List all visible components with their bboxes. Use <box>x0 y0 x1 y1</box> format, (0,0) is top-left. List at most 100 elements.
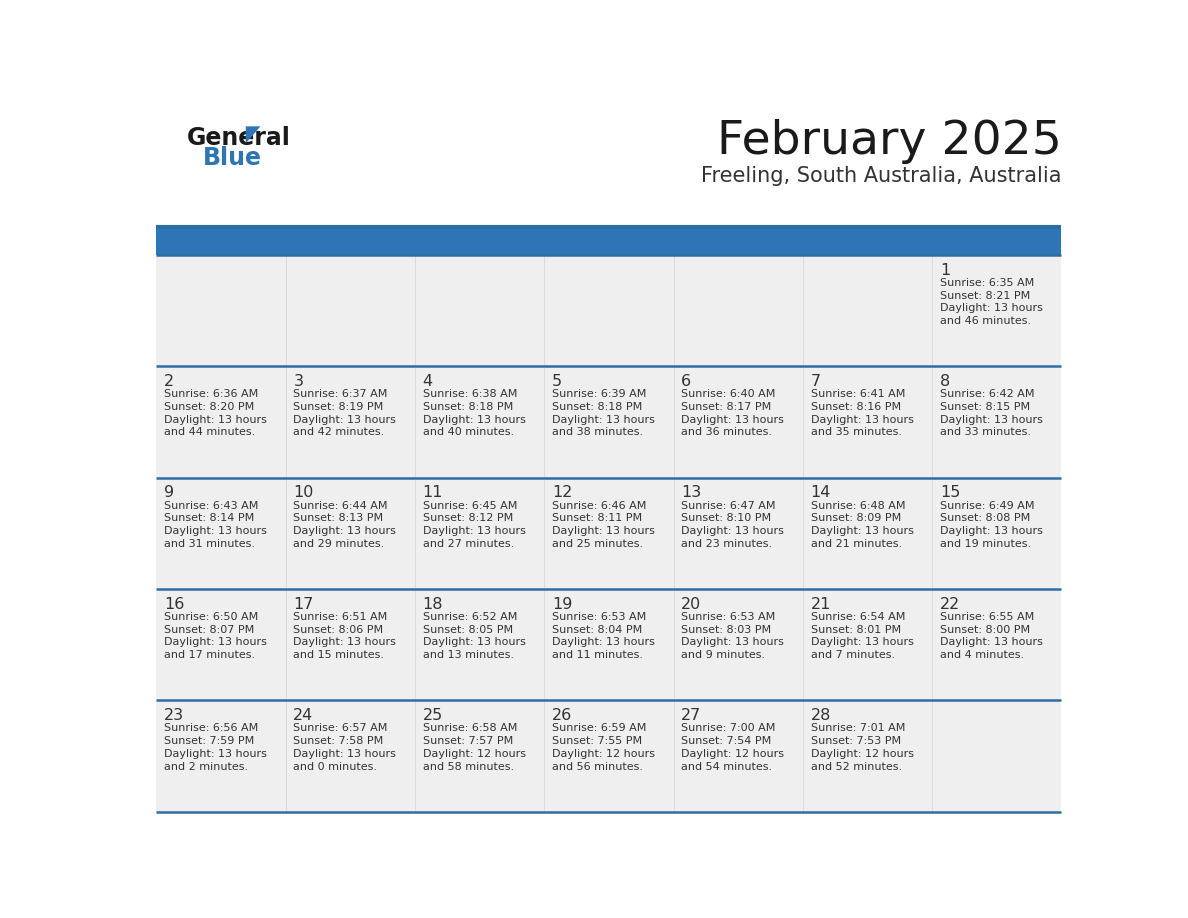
Text: 4: 4 <box>423 374 432 389</box>
Text: and 44 minutes.: and 44 minutes. <box>164 428 255 438</box>
Text: Sunset: 8:13 PM: Sunset: 8:13 PM <box>293 513 384 523</box>
Text: Sunrise: 6:40 AM: Sunrise: 6:40 AM <box>681 389 776 399</box>
Text: Sunset: 8:09 PM: Sunset: 8:09 PM <box>810 513 901 523</box>
Text: Daylight: 13 hours: Daylight: 13 hours <box>681 415 784 425</box>
Text: 23: 23 <box>164 708 184 723</box>
Text: Sunrise: 6:42 AM: Sunrise: 6:42 AM <box>940 389 1035 399</box>
Text: Daylight: 13 hours: Daylight: 13 hours <box>940 526 1043 536</box>
Text: Sunrise: 6:53 AM: Sunrise: 6:53 AM <box>552 612 646 622</box>
Text: Monday: Monday <box>295 233 362 249</box>
Text: Sunrise: 7:01 AM: Sunrise: 7:01 AM <box>810 723 905 733</box>
Text: Daylight: 13 hours: Daylight: 13 hours <box>164 526 267 536</box>
Text: 21: 21 <box>810 597 830 611</box>
Text: Sunset: 7:55 PM: Sunset: 7:55 PM <box>552 736 642 746</box>
Bar <box>157 227 1061 255</box>
Text: Daylight: 13 hours: Daylight: 13 hours <box>293 637 396 647</box>
Text: Sunset: 8:03 PM: Sunset: 8:03 PM <box>681 625 771 634</box>
Text: and 19 minutes.: and 19 minutes. <box>940 539 1031 549</box>
Text: Sunset: 7:59 PM: Sunset: 7:59 PM <box>164 736 254 746</box>
Text: 1: 1 <box>940 263 950 277</box>
Text: and 52 minutes.: and 52 minutes. <box>810 762 902 771</box>
Text: Sunset: 8:18 PM: Sunset: 8:18 PM <box>552 402 643 412</box>
Text: Daylight: 12 hours: Daylight: 12 hours <box>423 749 525 759</box>
Text: 19: 19 <box>552 597 573 611</box>
Text: Sunset: 7:54 PM: Sunset: 7:54 PM <box>681 736 771 746</box>
Text: Sunrise: 6:53 AM: Sunrise: 6:53 AM <box>681 612 776 622</box>
Text: 28: 28 <box>810 708 830 723</box>
Text: 17: 17 <box>293 597 314 611</box>
Text: and 21 minutes.: and 21 minutes. <box>810 539 902 549</box>
Text: Sunrise: 6:45 AM: Sunrise: 6:45 AM <box>423 500 517 510</box>
Text: Sunrise: 6:54 AM: Sunrise: 6:54 AM <box>810 612 905 622</box>
Text: Daylight: 13 hours: Daylight: 13 hours <box>810 637 914 647</box>
Bar <box>157 255 1061 366</box>
Text: and 2 minutes.: and 2 minutes. <box>164 762 248 771</box>
Text: Sunset: 8:00 PM: Sunset: 8:00 PM <box>940 625 1030 634</box>
Text: Daylight: 13 hours: Daylight: 13 hours <box>293 749 396 759</box>
Text: Daylight: 12 hours: Daylight: 12 hours <box>810 749 914 759</box>
Text: and 31 minutes.: and 31 minutes. <box>164 539 255 549</box>
Text: and 56 minutes.: and 56 minutes. <box>552 762 643 771</box>
Text: 2: 2 <box>164 374 175 389</box>
Text: Sunrise: 6:46 AM: Sunrise: 6:46 AM <box>552 500 646 510</box>
Text: and 35 minutes.: and 35 minutes. <box>810 428 902 438</box>
Text: 25: 25 <box>423 708 443 723</box>
Text: Freeling, South Australia, Australia: Freeling, South Australia, Australia <box>701 165 1061 185</box>
Text: Daylight: 12 hours: Daylight: 12 hours <box>552 749 655 759</box>
Text: and 36 minutes.: and 36 minutes. <box>681 428 772 438</box>
Text: Sunset: 8:20 PM: Sunset: 8:20 PM <box>164 402 254 412</box>
Text: Sunset: 7:58 PM: Sunset: 7:58 PM <box>293 736 384 746</box>
Text: and 15 minutes.: and 15 minutes. <box>293 650 384 660</box>
Text: Sunrise: 6:37 AM: Sunrise: 6:37 AM <box>293 389 387 399</box>
Text: Daylight: 13 hours: Daylight: 13 hours <box>423 526 525 536</box>
Text: Sunset: 8:14 PM: Sunset: 8:14 PM <box>164 513 254 523</box>
Text: 9: 9 <box>164 486 175 500</box>
Text: 18: 18 <box>423 597 443 611</box>
Text: Sunrise: 6:50 AM: Sunrise: 6:50 AM <box>164 612 258 622</box>
Text: 12: 12 <box>552 486 573 500</box>
Text: and 33 minutes.: and 33 minutes. <box>940 428 1031 438</box>
Text: Daylight: 13 hours: Daylight: 13 hours <box>810 526 914 536</box>
Text: 10: 10 <box>293 486 314 500</box>
Text: and 13 minutes.: and 13 minutes. <box>423 650 513 660</box>
Text: Sunrise: 6:58 AM: Sunrise: 6:58 AM <box>423 723 517 733</box>
Text: Daylight: 13 hours: Daylight: 13 hours <box>940 304 1043 313</box>
Text: Sunrise: 6:49 AM: Sunrise: 6:49 AM <box>940 500 1035 510</box>
Text: and 46 minutes.: and 46 minutes. <box>940 316 1031 326</box>
Text: Daylight: 13 hours: Daylight: 13 hours <box>293 415 396 425</box>
Text: and 29 minutes.: and 29 minutes. <box>293 539 385 549</box>
Text: Sunset: 8:08 PM: Sunset: 8:08 PM <box>940 513 1030 523</box>
Bar <box>157 700 1061 812</box>
Text: Sunrise: 6:56 AM: Sunrise: 6:56 AM <box>164 723 258 733</box>
Text: Daylight: 13 hours: Daylight: 13 hours <box>164 637 267 647</box>
Bar <box>157 366 1061 477</box>
Text: Sunset: 8:05 PM: Sunset: 8:05 PM <box>423 625 513 634</box>
Text: Daylight: 13 hours: Daylight: 13 hours <box>552 637 655 647</box>
Text: Sunset: 8:12 PM: Sunset: 8:12 PM <box>423 513 513 523</box>
Text: Sunset: 8:18 PM: Sunset: 8:18 PM <box>423 402 513 412</box>
Text: Wednesday: Wednesday <box>554 233 652 249</box>
Text: Sunset: 8:04 PM: Sunset: 8:04 PM <box>552 625 643 634</box>
Text: 20: 20 <box>681 597 701 611</box>
Bar <box>157 589 1061 700</box>
Text: Sunrise: 6:38 AM: Sunrise: 6:38 AM <box>423 389 517 399</box>
Text: Sunset: 8:21 PM: Sunset: 8:21 PM <box>940 291 1030 301</box>
Text: Daylight: 13 hours: Daylight: 13 hours <box>681 637 784 647</box>
Text: Daylight: 13 hours: Daylight: 13 hours <box>810 415 914 425</box>
Text: and 23 minutes.: and 23 minutes. <box>681 539 772 549</box>
Text: Sunrise: 6:35 AM: Sunrise: 6:35 AM <box>940 278 1034 288</box>
Text: General: General <box>188 126 291 150</box>
Text: Daylight: 13 hours: Daylight: 13 hours <box>164 415 267 425</box>
Text: Sunrise: 6:39 AM: Sunrise: 6:39 AM <box>552 389 646 399</box>
Text: Sunrise: 6:41 AM: Sunrise: 6:41 AM <box>810 389 905 399</box>
Text: Sunset: 7:53 PM: Sunset: 7:53 PM <box>810 736 901 746</box>
Text: Thursday: Thursday <box>683 233 763 249</box>
Text: Sunset: 8:16 PM: Sunset: 8:16 PM <box>810 402 901 412</box>
Polygon shape <box>246 127 260 143</box>
Text: Sunset: 8:01 PM: Sunset: 8:01 PM <box>810 625 901 634</box>
Text: 16: 16 <box>164 597 184 611</box>
Text: Daylight: 13 hours: Daylight: 13 hours <box>940 637 1043 647</box>
Text: Sunset: 8:06 PM: Sunset: 8:06 PM <box>293 625 384 634</box>
Text: and 9 minutes.: and 9 minutes. <box>681 650 765 660</box>
Text: and 27 minutes.: and 27 minutes. <box>423 539 514 549</box>
